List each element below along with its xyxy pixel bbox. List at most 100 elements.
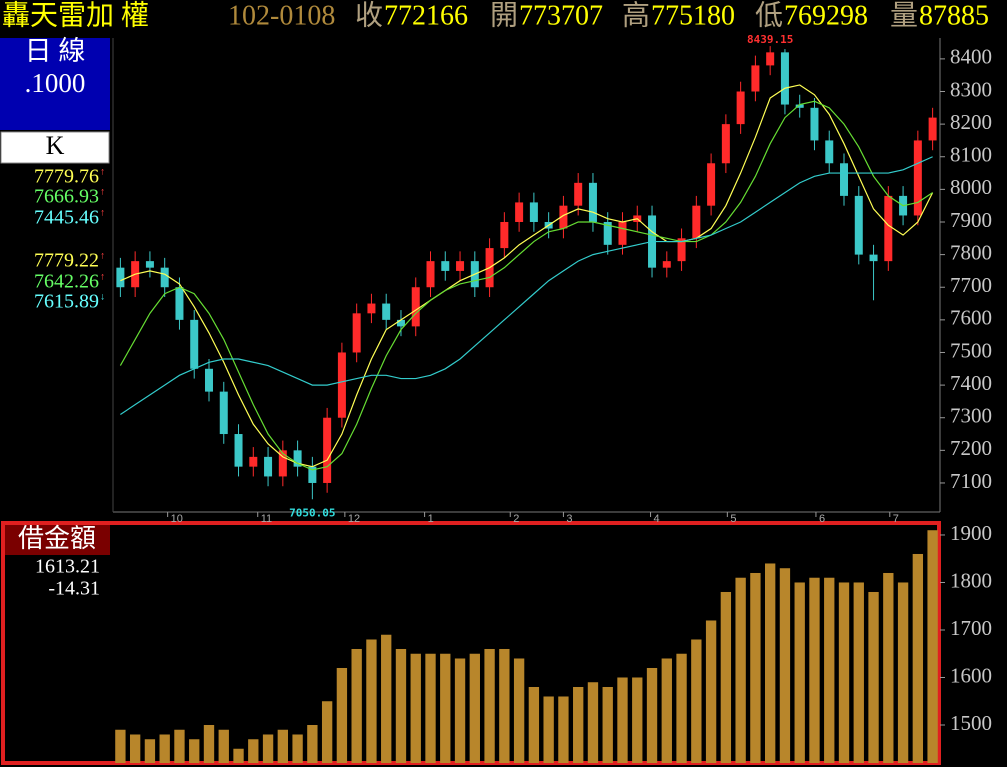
- y-tick-label: 1800: [950, 568, 992, 592]
- bar: [248, 739, 259, 763]
- candle-body: [515, 202, 524, 222]
- unit: .1000: [25, 68, 86, 98]
- candle-body: [278, 450, 287, 477]
- bar: [853, 582, 864, 763]
- bar: [661, 658, 672, 763]
- candle-body: [337, 352, 346, 418]
- candle-body: [367, 303, 376, 314]
- bar: [366, 639, 377, 763]
- quote-label: 量: [890, 0, 918, 31]
- indicator: K: [46, 131, 65, 160]
- candle-body: [456, 261, 465, 271]
- x-tick-label: 12: [348, 513, 360, 525]
- candle-body: [160, 267, 169, 288]
- quote-label: 開: [490, 0, 518, 31]
- panel-title-box: [5, 525, 110, 555]
- bar: [750, 572, 761, 763]
- candle-body: [869, 254, 878, 262]
- x-tick-label: 10: [171, 513, 183, 525]
- candle-body: [721, 124, 730, 164]
- reading: 7779.22: [34, 250, 99, 272]
- panel-title: 借金額: [18, 524, 96, 553]
- y-tick-label: 7800: [950, 240, 992, 264]
- bar: [292, 734, 303, 763]
- quote-label: 低: [755, 0, 783, 31]
- candle-body: [145, 261, 154, 268]
- y-tick-label: 7500: [950, 338, 992, 362]
- candle-body: [692, 205, 701, 239]
- candle-body: [751, 65, 760, 92]
- bar: [632, 677, 643, 763]
- bar: [883, 572, 894, 763]
- moving-average: [120, 84, 934, 468]
- candle-body: [736, 91, 745, 125]
- bar: [573, 686, 584, 763]
- quote-label: 收: [355, 0, 383, 31]
- candle-body: [293, 450, 302, 467]
- indicator-box: [0, 131, 110, 164]
- bar: [676, 653, 687, 763]
- candle-body: [411, 287, 420, 327]
- y-tick-label: 8400: [950, 45, 992, 69]
- reading-arrow: ↑: [100, 186, 105, 197]
- annotation: 8439.15: [747, 33, 793, 46]
- candle-body: [795, 104, 804, 108]
- reading-arrow: ↑: [100, 250, 105, 261]
- reading-arrow: ↓: [100, 291, 105, 302]
- annotation: 7050.05: [289, 506, 335, 519]
- candle-body: [204, 368, 213, 392]
- candle-body: [825, 140, 834, 164]
- app-title: 轟天雷加 權: [2, 0, 149, 31]
- quote-value: 775180: [651, 0, 735, 31]
- candle-body: [810, 107, 819, 141]
- reading: 7642.26: [34, 271, 99, 293]
- quote-label: 高: [622, 0, 650, 31]
- x-tick-label: 6: [819, 513, 825, 525]
- x-tick-label: 1: [428, 513, 434, 525]
- candle-body: [588, 182, 597, 222]
- bar: [454, 658, 466, 763]
- bar: [927, 530, 938, 763]
- quote-value: 87885: [919, 0, 989, 31]
- candle-body: [618, 221, 627, 245]
- bar: [617, 677, 628, 763]
- bar: [809, 577, 820, 763]
- y-tick-label: 8000: [950, 175, 992, 199]
- x-tick-label: 11: [261, 513, 272, 525]
- candle-body: [323, 417, 332, 483]
- x-tick-label: 5: [730, 513, 736, 525]
- candle-body: [662, 261, 671, 268]
- bar: [868, 591, 879, 763]
- candle-body: [574, 182, 583, 206]
- bar: [218, 729, 229, 763]
- y-tick-label: 7700: [950, 273, 992, 297]
- y-tick-label: 7900: [950, 208, 992, 232]
- reading: 7615.89: [34, 291, 99, 313]
- y-tick-label: 1700: [950, 616, 992, 640]
- date-code: 102-0108: [228, 0, 335, 31]
- y-tick-label: 8300: [950, 77, 992, 101]
- bar: [705, 620, 717, 763]
- y-tick-label: 1900: [950, 521, 992, 545]
- reading-arrow: ↑: [100, 207, 105, 218]
- bar: [115, 729, 126, 763]
- bar: [691, 639, 702, 763]
- candle-body: [854, 195, 863, 255]
- candle-body: [928, 117, 937, 141]
- bar: [144, 739, 156, 763]
- readout: -14.31: [48, 578, 100, 600]
- bar: [262, 734, 274, 763]
- bar: [189, 739, 200, 763]
- candle-body: [840, 163, 849, 196]
- bar: [824, 577, 835, 763]
- bar: [159, 734, 170, 763]
- bar: [307, 724, 318, 763]
- bar: [735, 577, 746, 763]
- bar: [513, 658, 525, 763]
- y-tick-label: 7100: [950, 469, 992, 493]
- candle-body: [426, 261, 435, 288]
- bar: [484, 648, 495, 763]
- x-tick-label: 4: [654, 513, 660, 525]
- bar: [587, 682, 599, 763]
- candle-body: [190, 319, 199, 369]
